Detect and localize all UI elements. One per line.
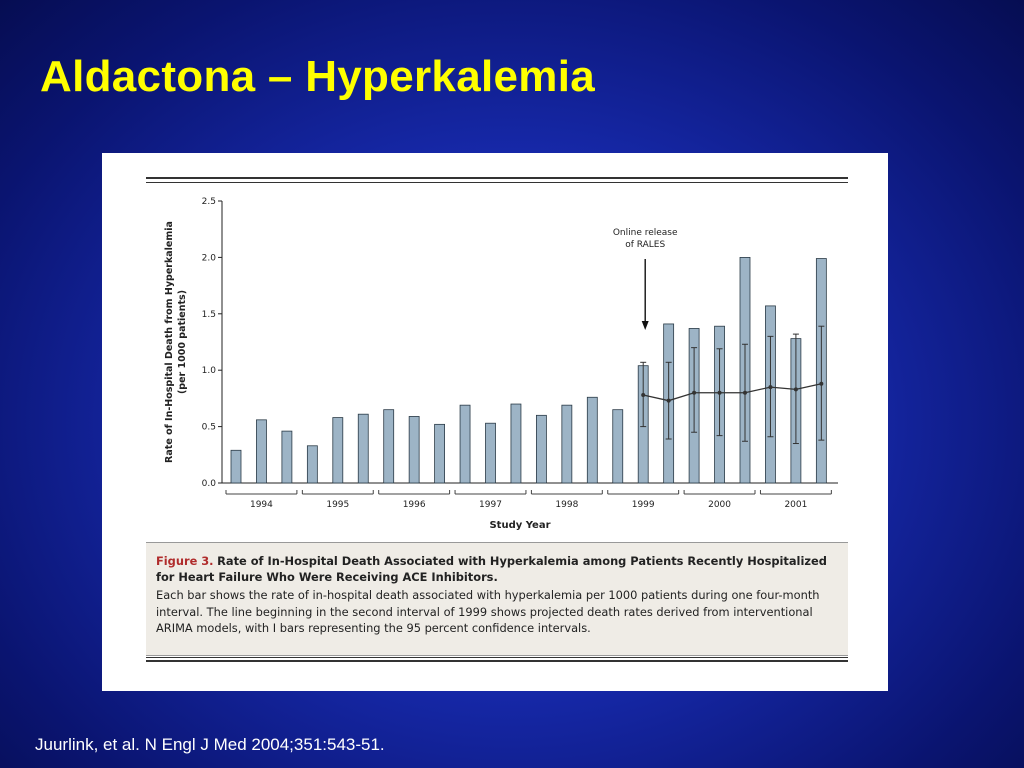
bar bbox=[485, 422, 496, 484]
bar bbox=[256, 419, 267, 484]
bar bbox=[281, 430, 293, 484]
y-tick-label: 1.0 bbox=[202, 366, 217, 376]
bar bbox=[586, 396, 598, 484]
x-tick-label: 1995 bbox=[326, 500, 349, 510]
x-tick-label: 1998 bbox=[555, 500, 578, 510]
x-tick-label: 1996 bbox=[403, 500, 426, 510]
bar bbox=[306, 445, 318, 484]
bar bbox=[332, 417, 344, 484]
bar bbox=[561, 404, 573, 484]
y-tick-label: 0.0 bbox=[202, 479, 217, 489]
x-tick-label: 1994 bbox=[250, 500, 273, 510]
projection-line bbox=[643, 383, 822, 402]
bar bbox=[434, 423, 446, 484]
caption-title: Rate of In-Hospital Death Associated wit… bbox=[156, 554, 827, 585]
hyperkalemia-death-rate-chart: 0.0 0.5 1.0 1.5 2.0 2.5 Rate of In-Hospital De… bbox=[164, 197, 838, 531]
x-tick-label: 1997 bbox=[479, 500, 502, 510]
bottom-rule-thick bbox=[146, 660, 848, 662]
annotation-text: of RALES bbox=[625, 240, 665, 250]
caption-label: Figure 3. bbox=[156, 554, 214, 568]
top-rule-thin bbox=[146, 182, 848, 183]
projection-point bbox=[692, 390, 697, 395]
x-axis-label: Study Year bbox=[489, 520, 550, 531]
figure-caption: Figure 3. Rate of In-Hospital Death Asso… bbox=[146, 542, 848, 656]
top-rule-thick bbox=[146, 177, 848, 179]
x-tick-label: 2000 bbox=[708, 500, 731, 510]
bar bbox=[612, 409, 624, 484]
bar bbox=[383, 409, 395, 484]
bar bbox=[459, 404, 471, 484]
bottom-rule-thin bbox=[146, 657, 848, 658]
y-tick-label: 1.5 bbox=[202, 310, 216, 320]
y-tick-label: 0.5 bbox=[202, 423, 216, 433]
slide-title: Aldactona – Hyperkalemia bbox=[40, 52, 595, 101]
projection-point bbox=[666, 398, 671, 403]
projection-point bbox=[717, 390, 722, 395]
projection-point bbox=[819, 381, 824, 386]
bar bbox=[357, 413, 369, 484]
annotation-arrow-head bbox=[641, 321, 649, 330]
projection-point bbox=[793, 387, 798, 392]
y-axis-sublabel: (per 1000 patients) bbox=[177, 290, 188, 394]
y-tick-label: 2.0 bbox=[202, 253, 217, 263]
x-tick-label: 1999 bbox=[632, 500, 655, 510]
y-tick-label: 2.5 bbox=[202, 197, 216, 207]
annotation-text: Online release bbox=[613, 228, 678, 238]
bar bbox=[408, 416, 420, 484]
projection-point bbox=[641, 393, 646, 398]
citation: Juurlink, et al. N Engl J Med 2004;351:5… bbox=[35, 735, 385, 754]
projection-point bbox=[743, 390, 747, 395]
bar bbox=[535, 414, 547, 484]
x-tick-label: 2001 bbox=[784, 500, 807, 510]
bar bbox=[230, 449, 242, 484]
caption-body: Each bar shows the rate of in-hospital d… bbox=[156, 588, 820, 635]
bar bbox=[510, 403, 522, 484]
projection-point bbox=[768, 385, 773, 390]
y-axis-label: Rate of In-Hospital Death from Hyperkale… bbox=[164, 221, 175, 463]
figure-card: 0.0 0.5 1.0 1.5 2.0 2.5 Rate of In-Hospital De… bbox=[102, 153, 888, 691]
